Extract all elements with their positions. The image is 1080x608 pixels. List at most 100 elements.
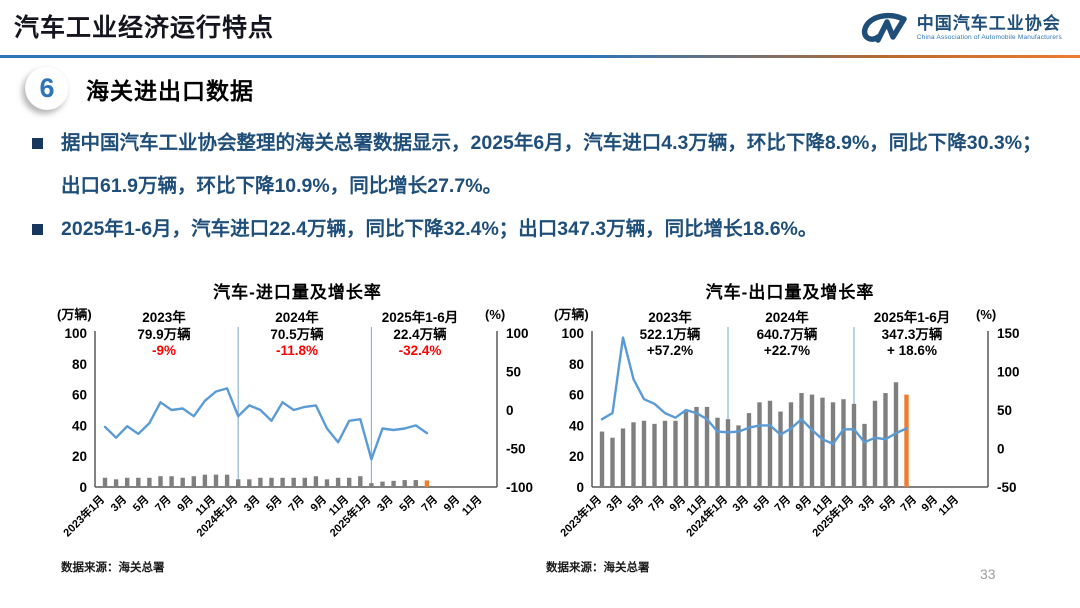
bullet-item: 据中国汽车工业协会整理的海关总署数据显示，2025年6月，汽车进口4.3万辆，环… bbox=[30, 122, 1055, 208]
x-axis-tick-label: 5月 bbox=[625, 493, 646, 514]
right-axis-tick-label: -50 bbox=[997, 480, 1017, 495]
volume-bar bbox=[736, 425, 741, 487]
left-axis-tick-label: 60 bbox=[569, 388, 584, 403]
x-axis-tick-label: 7月 bbox=[152, 493, 173, 514]
x-axis-tick-label: 11月 bbox=[459, 493, 484, 518]
volume-bar bbox=[125, 477, 130, 487]
volume-bar bbox=[809, 394, 815, 487]
left-axis-unit-label: (万辆) bbox=[57, 307, 92, 322]
x-axis-tick-label: 7月 bbox=[898, 493, 919, 514]
chart-title: 汽车-出口量及增长率 bbox=[705, 283, 875, 302]
x-axis-tick-label: 9月 bbox=[441, 493, 462, 514]
section-number-badge: 6 bbox=[25, 66, 69, 110]
right-axis-tick-label: 0 bbox=[997, 442, 1005, 457]
x-axis-tick-label: 3月 bbox=[730, 493, 751, 514]
volume-bar bbox=[631, 422, 636, 487]
x-axis-tick-label: 5月 bbox=[397, 493, 418, 514]
caam-logo: 中国汽车工业协会 China Association of Automobile… bbox=[857, 10, 1062, 46]
x-axis-tick-label: 2023年1月 bbox=[60, 492, 107, 539]
data-source-note: 数据来源：海关总署 bbox=[61, 562, 165, 574]
x-axis-tick-label: 11月 bbox=[936, 493, 961, 518]
volume-bar bbox=[347, 477, 352, 487]
volume-bar bbox=[313, 476, 319, 487]
page-number: 33 bbox=[980, 566, 996, 582]
caam-name-zh: 中国汽车工业协会 bbox=[916, 14, 1061, 34]
volume-bar bbox=[662, 420, 668, 487]
volume-bar bbox=[113, 479, 119, 487]
volume-bar bbox=[620, 428, 626, 487]
chart-title: 汽车-进口量及增长率 bbox=[213, 283, 382, 302]
x-axis-tick-label: 7月 bbox=[419, 493, 440, 514]
volume-bar bbox=[862, 423, 867, 487]
x-axis-tick-label: 2023年1月 bbox=[557, 492, 604, 539]
volume-bar bbox=[704, 406, 710, 487]
x-axis-tick-label: 9月 bbox=[175, 493, 196, 514]
section-title: 海关进出口数据 bbox=[86, 78, 254, 104]
right-axis-unit-label: (%) bbox=[485, 307, 505, 322]
x-axis-tick-label: 3月 bbox=[374, 493, 395, 514]
volume-bar bbox=[136, 477, 141, 487]
caam-monogram-icon bbox=[861, 12, 907, 43]
growth-rate-line bbox=[600, 336, 908, 446]
volume-bar bbox=[413, 480, 418, 487]
x-axis-tick-label: 3月 bbox=[241, 493, 262, 514]
volume-bar bbox=[202, 474, 208, 487]
volume-bar bbox=[213, 474, 219, 487]
x-axis-tick-label: 3月 bbox=[604, 493, 625, 514]
volume-bar bbox=[841, 399, 846, 487]
volume-bar bbox=[599, 431, 605, 487]
volume-bar bbox=[358, 476, 363, 487]
right-axis-tick-label: 100 bbox=[506, 326, 529, 341]
left-axis-tick-label: 40 bbox=[72, 418, 87, 433]
bullet-text: 据中国汽车工业协会整理的海关总署数据显示，2025年6月，汽车进口4.3万辆，环… bbox=[61, 132, 1042, 197]
volume-bar bbox=[247, 479, 252, 487]
left-axis-tick-label: 60 bbox=[72, 388, 87, 403]
left-axis-tick-label: 100 bbox=[561, 326, 584, 341]
volume-bar bbox=[725, 419, 731, 487]
volume-bar bbox=[102, 477, 108, 487]
volume-bar bbox=[757, 402, 762, 487]
volume-bar bbox=[673, 420, 678, 487]
volume-bar bbox=[191, 476, 196, 487]
volume-bar bbox=[778, 411, 783, 487]
data-source-note: 数据来源：海关总署 bbox=[546, 562, 650, 574]
volume-bar bbox=[904, 394, 909, 487]
volume-bar bbox=[169, 476, 174, 487]
summary-bullets: 据中国汽车工业协会整理的海关总署数据显示，2025年6月，汽车进口4.3万辆，环… bbox=[30, 122, 1055, 251]
volume-bar bbox=[683, 411, 689, 487]
volume-bar bbox=[280, 477, 285, 487]
x-axis-tick-label: 5月 bbox=[877, 493, 898, 514]
volume-bar bbox=[269, 477, 274, 487]
import-chart: 汽车-进口量及增长率 2023年 79.9万辆 -9% 2024年 70.5万辆… bbox=[55, 276, 540, 576]
bullet-item: 2025年1-6月，汽车进口22.4万辆，同比下降32.4%；出口347.3万辆… bbox=[30, 208, 1055, 251]
left-axis-tick-label: 0 bbox=[576, 480, 584, 495]
right-axis-tick-label: 50 bbox=[506, 365, 521, 380]
volume-bar bbox=[324, 479, 330, 487]
volume-bar bbox=[694, 406, 699, 487]
bullet-text: 2025年1-6月，汽车进口22.4万辆，同比下降32.4%；出口347.3万辆… bbox=[61, 218, 818, 240]
volume-bar bbox=[258, 477, 263, 487]
caam-name-en: China Association of Automobile Manufact… bbox=[916, 33, 1062, 41]
volume-bar bbox=[402, 480, 407, 487]
volume-bar bbox=[291, 477, 296, 487]
volume-bar bbox=[380, 481, 385, 487]
volume-bar bbox=[851, 403, 857, 487]
volume-bar bbox=[147, 477, 152, 487]
caam-logo-text: 中国汽车工业协会 China Association of Automobile… bbox=[916, 14, 1062, 41]
x-axis-tick-label: 5月 bbox=[263, 493, 284, 514]
volume-bar bbox=[424, 480, 430, 487]
x-axis-tick-label: 7月 bbox=[286, 493, 307, 514]
volume-bar bbox=[872, 400, 878, 487]
x-axis-tick-label: 7月 bbox=[772, 493, 793, 514]
volume-bar bbox=[799, 393, 804, 487]
volume-bar bbox=[224, 474, 230, 487]
volume-bar bbox=[652, 423, 657, 487]
volume-bar bbox=[893, 382, 899, 487]
page-title: 汽车工业经济运行特点 bbox=[14, 14, 275, 42]
left-axis-unit-label: (万辆) bbox=[554, 307, 589, 322]
bullet-square-icon bbox=[32, 138, 43, 149]
left-axis-tick-label: 40 bbox=[569, 418, 584, 433]
volume-bar bbox=[641, 420, 647, 487]
